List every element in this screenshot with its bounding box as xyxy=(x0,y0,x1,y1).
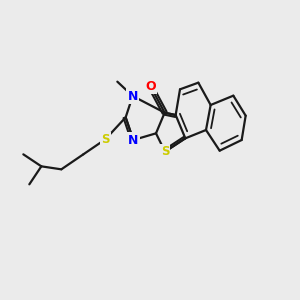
Text: N: N xyxy=(128,134,139,146)
Text: S: S xyxy=(161,145,169,158)
Text: S: S xyxy=(101,133,110,146)
Text: N: N xyxy=(128,89,138,103)
Text: O: O xyxy=(146,80,156,93)
